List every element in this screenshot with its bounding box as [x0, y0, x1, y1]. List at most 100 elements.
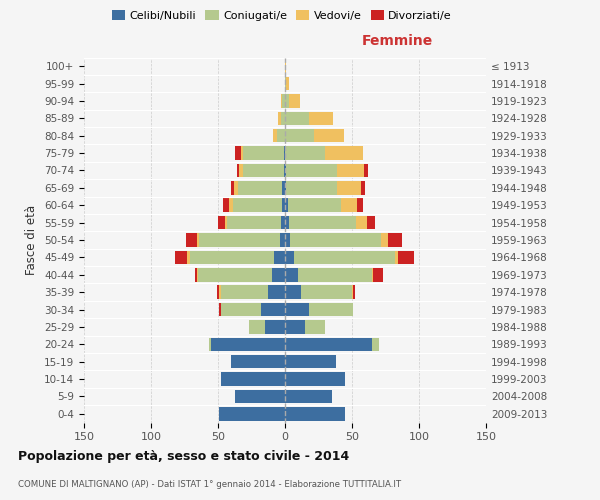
Bar: [314, 129, 344, 142]
Bar: [289, 94, 300, 108]
Bar: [285, 198, 287, 212]
Bar: [234, 181, 238, 194]
Bar: [274, 250, 285, 264]
Bar: [337, 181, 361, 194]
Bar: [199, 233, 280, 247]
Bar: [285, 77, 286, 90]
Bar: [186, 233, 197, 247]
Bar: [265, 320, 285, 334]
Bar: [261, 302, 285, 316]
Bar: [373, 268, 383, 281]
Bar: [372, 338, 379, 351]
Bar: [280, 233, 285, 247]
Bar: [283, 181, 285, 194]
Bar: [187, 250, 190, 264]
Bar: [227, 216, 281, 230]
Bar: [235, 146, 241, 160]
Bar: [244, 146, 284, 160]
Bar: [353, 286, 355, 299]
Bar: [289, 216, 356, 230]
Bar: [281, 94, 283, 108]
Bar: [197, 233, 199, 247]
Legend: Celibi/Nubili, Coniugati/e, Vedovi/e, Divorziati/e: Celibi/Nubili, Coniugati/e, Vedovi/e, Di…: [107, 6, 457, 25]
Bar: [278, 112, 281, 125]
Bar: [309, 302, 353, 316]
Bar: [285, 164, 286, 177]
Bar: [233, 198, 283, 212]
Bar: [295, 250, 395, 264]
Bar: [352, 286, 353, 299]
Bar: [190, 250, 274, 264]
Bar: [197, 268, 198, 281]
Bar: [285, 355, 336, 368]
Text: Popolazione per età, sesso e stato civile - 2014: Popolazione per età, sesso e stato civil…: [18, 450, 349, 463]
Bar: [285, 181, 286, 194]
Bar: [301, 286, 352, 299]
Bar: [232, 355, 285, 368]
Bar: [281, 216, 285, 230]
Bar: [195, 268, 197, 281]
Bar: [325, 146, 363, 160]
Bar: [285, 146, 325, 160]
Bar: [286, 164, 337, 177]
Bar: [221, 372, 285, 386]
Bar: [281, 112, 285, 125]
Bar: [239, 164, 244, 177]
Bar: [285, 129, 314, 142]
Bar: [220, 302, 221, 316]
Y-axis label: Fasce di età: Fasce di età: [25, 205, 38, 275]
Bar: [284, 164, 285, 177]
Bar: [211, 338, 285, 351]
Bar: [285, 372, 346, 386]
Bar: [285, 320, 305, 334]
Bar: [309, 112, 333, 125]
Bar: [223, 198, 229, 212]
Bar: [364, 164, 368, 177]
Bar: [283, 94, 285, 108]
Bar: [209, 338, 211, 351]
Bar: [372, 268, 373, 281]
Bar: [232, 181, 234, 194]
Bar: [290, 233, 382, 247]
Bar: [358, 198, 363, 212]
Bar: [268, 286, 285, 299]
Bar: [229, 198, 233, 212]
Bar: [221, 286, 268, 299]
Bar: [286, 77, 289, 90]
Bar: [298, 268, 372, 281]
Bar: [285, 286, 301, 299]
Bar: [287, 198, 341, 212]
Bar: [305, 320, 325, 334]
Bar: [283, 198, 285, 212]
Bar: [285, 302, 309, 316]
Bar: [198, 268, 272, 281]
Bar: [273, 129, 277, 142]
Bar: [388, 233, 401, 247]
Bar: [361, 181, 365, 194]
Bar: [235, 390, 285, 403]
Bar: [175, 250, 187, 264]
Bar: [341, 198, 358, 212]
Bar: [220, 407, 285, 420]
Bar: [398, 250, 413, 264]
Bar: [286, 181, 337, 194]
Bar: [285, 407, 346, 420]
Bar: [367, 216, 375, 230]
Bar: [337, 164, 364, 177]
Bar: [285, 338, 372, 351]
Bar: [382, 233, 388, 247]
Bar: [244, 164, 284, 177]
Bar: [272, 268, 285, 281]
Bar: [225, 216, 227, 230]
Bar: [285, 268, 298, 281]
Bar: [220, 286, 221, 299]
Text: COMUNE DI MALTIGNANO (AP) - Dati ISTAT 1° gennaio 2014 - Elaborazione TUTTITALIA: COMUNE DI MALTIGNANO (AP) - Dati ISTAT 1…: [18, 480, 401, 489]
Bar: [218, 216, 225, 230]
Bar: [285, 112, 309, 125]
Bar: [285, 216, 289, 230]
Bar: [241, 146, 244, 160]
Bar: [395, 250, 398, 264]
Bar: [285, 94, 289, 108]
Bar: [221, 302, 261, 316]
Bar: [356, 216, 367, 230]
